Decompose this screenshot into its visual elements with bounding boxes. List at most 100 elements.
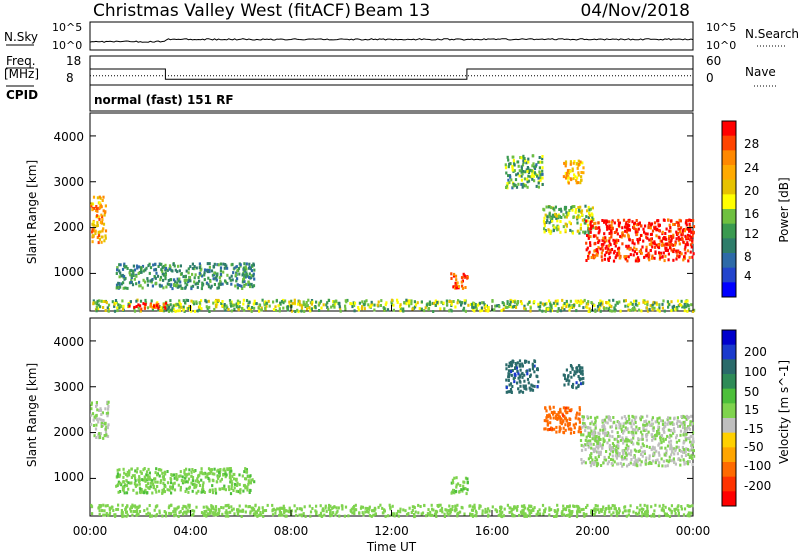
heatmap-cell — [617, 446, 620, 450]
heatmap-cell — [572, 215, 575, 219]
heatmap-cell — [627, 445, 630, 449]
heatmap-cell — [90, 204, 93, 208]
heatmap-cell — [121, 299, 124, 303]
heatmap-cell — [573, 370, 576, 374]
heatmap-cell — [235, 279, 238, 283]
heatmap-cell — [187, 280, 190, 284]
heatmap-cell — [233, 266, 236, 270]
heatmap-cell — [271, 503, 274, 507]
heatmap-cell — [552, 229, 555, 233]
heatmap-cell — [674, 449, 677, 453]
heatmap-cell — [148, 512, 151, 516]
heatmap-cell — [137, 303, 140, 307]
heatmap-cell — [118, 473, 122, 477]
heatmap-cell — [582, 418, 585, 422]
heatmap-cell — [601, 508, 604, 512]
heatmap-cell — [622, 452, 625, 456]
heatmap-cell — [599, 301, 603, 305]
heatmap-cell — [587, 231, 590, 235]
heatmap-cell — [652, 513, 656, 517]
colorbar-swatch — [722, 135, 736, 151]
heatmap-cell — [457, 285, 461, 288]
heatmap-cell — [569, 160, 572, 164]
heatmap-cell — [343, 514, 346, 518]
heatmap-cell — [636, 513, 639, 516]
heatmap-cell — [377, 300, 380, 304]
xtick-6: 00:00 — [676, 524, 711, 538]
heatmap-cell — [614, 239, 617, 243]
heatmap-cell — [559, 421, 562, 425]
heatmap-cell — [227, 514, 230, 518]
heatmap-cell — [229, 467, 232, 470]
heatmap-cell — [265, 304, 268, 308]
heatmap-cell — [581, 218, 584, 222]
heatmap-cell — [659, 438, 662, 442]
heatmap-cell — [506, 155, 509, 159]
heatmap-cell — [543, 230, 546, 234]
heatmap-cell — [632, 431, 635, 435]
heatmap-cell — [135, 282, 138, 286]
heatmap-cell — [615, 228, 618, 232]
heatmap-cell — [93, 227, 96, 231]
power-ylabel: Slant Range [km] — [25, 160, 39, 264]
heatmap-cell — [96, 224, 99, 227]
heatmap-cell — [243, 470, 246, 474]
heatmap-cell — [554, 304, 557, 308]
heatmap-cell — [121, 267, 125, 271]
heatmap-cell — [466, 481, 469, 485]
heatmap-cell — [514, 362, 517, 365]
heatmap-cell — [625, 420, 629, 424]
heatmap-cell — [628, 509, 631, 513]
heatmap-cell — [247, 505, 250, 509]
heatmap-cell — [449, 511, 452, 515]
heatmap-cell — [660, 434, 664, 437]
heatmap-cell — [425, 303, 428, 307]
heatmap-cell — [504, 163, 507, 167]
heatmap-cell — [255, 511, 258, 515]
heatmap-cell — [263, 303, 266, 307]
heatmap-cell — [97, 215, 100, 219]
heatmap-cell — [439, 509, 442, 513]
heatmap-cell — [450, 491, 453, 495]
freq-tick-top: 18 — [66, 54, 81, 68]
heatmap-cell — [154, 262, 157, 266]
heatmap-cell — [500, 505, 503, 509]
heatmap-cell — [151, 479, 154, 483]
heatmap-cell — [147, 467, 150, 471]
heatmap-cell — [587, 439, 590, 443]
heatmap-cell — [683, 247, 686, 251]
heatmap-cell — [644, 511, 647, 514]
heatmap-cell — [162, 303, 165, 307]
heatmap-cell — [664, 249, 667, 252]
heatmap-cell — [236, 269, 239, 273]
heatmap-cell — [579, 223, 582, 227]
heatmap-cell — [532, 162, 535, 166]
heatmap-cell — [608, 438, 611, 442]
heatmap-cell — [687, 460, 690, 464]
heatmap-cell — [317, 303, 320, 307]
heatmap-cell — [577, 430, 580, 434]
heatmap-cell — [509, 300, 512, 304]
heatmap-cell — [661, 243, 664, 247]
heatmap-cell — [550, 426, 553, 430]
heatmap-cell — [610, 235, 613, 239]
heatmap-cell — [556, 228, 559, 232]
heatmap-cell — [300, 309, 303, 313]
heatmap-cell — [131, 283, 135, 287]
heatmap-cell — [609, 250, 612, 254]
heatmap-cell — [443, 307, 446, 311]
heatmap-cell — [593, 304, 596, 308]
heatmap-cell — [585, 302, 588, 306]
heatmap-cell — [528, 514, 532, 518]
heatmap-cell — [651, 422, 654, 426]
heatmap-cell — [651, 416, 654, 420]
heatmap-cell — [469, 513, 473, 517]
heatmap-cell — [651, 459, 655, 463]
heatmap-cell — [633, 246, 636, 250]
heatmap-cell — [598, 442, 601, 446]
heatmap-cell — [455, 483, 458, 487]
heatmap-cell — [209, 468, 212, 472]
heatmap-cell — [524, 384, 527, 388]
heatmap-cell — [341, 507, 344, 511]
heatmap-cell — [170, 491, 173, 495]
